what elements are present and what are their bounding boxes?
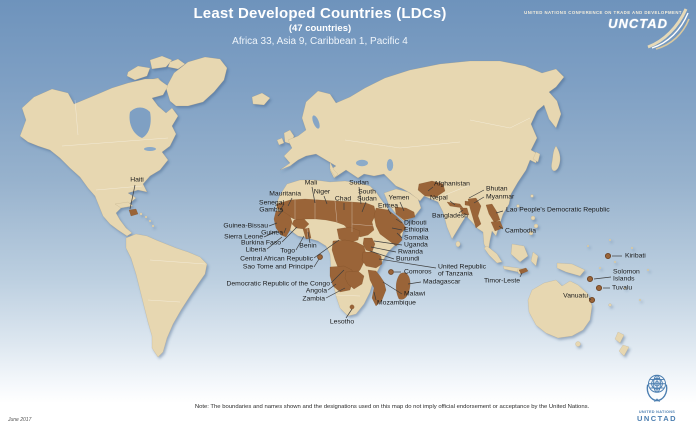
country-label-afghanistan: Afghanistan	[434, 180, 470, 188]
disclaimer-note: Note: The boundaries and names shown and…	[194, 404, 590, 410]
country-label-nepal: Nepal	[430, 194, 448, 202]
dot-solomon-islands	[586, 275, 594, 283]
ldc-shape-timor-leste	[518, 267, 529, 275]
country-label-comoros: Comoros	[404, 268, 432, 276]
country-label-sierra-leone: Sierra Leone	[224, 233, 263, 241]
country-label-lao: Lao People's Democratic Republic	[506, 206, 610, 214]
land-north-america	[19, 78, 179, 237]
country-borders	[61, 99, 531, 303]
country-label-chad: Chad	[334, 195, 352, 203]
country-label-djibouti: Djibouti	[404, 219, 427, 227]
country-label-malawi: Malawi	[404, 290, 426, 298]
country-label-madagascar: Madagascar	[423, 278, 461, 286]
ldc-shape-central-african-republic	[336, 226, 361, 244]
leader-lines	[129, 184, 622, 319]
country-label-burkina-faso: Burkina Faso	[240, 239, 281, 247]
country-label-burundi: Burundi	[396, 255, 420, 263]
unctad-logo: UNITED NATIONS CONFERENCE ON TRADE AND D…	[524, 8, 690, 50]
country-label-tanzania: United Republic of Tanzania	[438, 263, 486, 278]
country-label-mauritania: Mauritania	[269, 190, 301, 198]
inland-waters	[129, 107, 394, 171]
country-label-vanuatu: Vanuatu	[563, 292, 588, 300]
unctad-swoosh-icon	[647, 8, 690, 50]
country-label-solomon-islands: Solomon Islands	[613, 268, 640, 283]
country-label-kiribati: Kiribati	[625, 252, 646, 260]
country-label-lesotho: Lesotho	[329, 318, 355, 326]
country-label-south-sudan: South Sudan	[357, 188, 377, 203]
ldc-shape-yemen	[394, 206, 416, 221]
country-label-ethiopia: Ethiopia	[404, 226, 429, 234]
country-label-sao-tome: Sao Tome and Principe	[242, 263, 313, 271]
country-label-senegal: Senegal	[259, 199, 284, 207]
country-label-somalia: Somalia	[404, 234, 429, 242]
ldc-shape-cambodia	[490, 220, 504, 232]
region-breakdown: Africa 33, Asia 9, Caribbean 1, Pacific …	[232, 36, 408, 47]
map-header: Least Developed Countries (LDCs) (47 cou…	[193, 5, 446, 47]
land-australia	[527, 279, 593, 339]
country-label-drc: Democratic Republic of the Congo	[226, 280, 330, 288]
land-eurasia	[279, 60, 565, 253]
country-label-guinea-bissau: Guinea-Bissau	[223, 222, 268, 230]
ldc-shapes	[128, 180, 529, 310]
country-label-niger: Niger	[313, 188, 331, 196]
map-date: June 2017	[8, 417, 32, 423]
country-label-yemen: Yemen	[388, 194, 410, 202]
country-label-sudan: Sudan	[349, 179, 369, 187]
dot-sao-tome	[317, 254, 323, 260]
country-label-central-african-republic: Central African Republic	[240, 255, 313, 263]
un-emblem-icon	[646, 374, 668, 402]
country-label-mali: Mali	[304, 179, 318, 187]
un-logo-line1: UNITED NATIONS	[638, 410, 676, 414]
country-label-angola: Angola	[305, 287, 327, 295]
country-label-myanmar: Myanmar	[486, 193, 515, 201]
country-label-mozambique: Mozambique	[377, 299, 416, 307]
un-logo-line2: UNCTAD	[636, 414, 678, 423]
dot-comoros	[388, 269, 394, 275]
dot-kiribati	[604, 252, 612, 260]
ldc-shape-lesotho	[349, 304, 355, 310]
ldc-shape-laos	[485, 203, 501, 223]
ldc-shape-malawi-mozambique	[367, 269, 387, 307]
country-label-haiti: Haiti	[130, 176, 144, 184]
land-greenland	[165, 56, 228, 107]
unctad-acronym: UNCTAD	[608, 16, 668, 31]
dot-vanuatu	[588, 296, 596, 304]
country-label-gambia: Gambia	[259, 206, 283, 214]
un-emblem-block: UNITED NATIONS UNCTAD	[631, 371, 683, 423]
ldc-shape-zambia	[344, 270, 365, 290]
country-label-benin: Benin	[299, 242, 317, 250]
country-label-eritrea: Eritrea	[377, 202, 399, 210]
page-title: Least Developed Countries (LDCs)	[193, 5, 447, 22]
ldc-island-dots	[317, 252, 612, 304]
ldc-shape-haiti	[128, 208, 139, 217]
country-label-uganda: Uganda	[404, 241, 428, 249]
ldc-shape-horn-of-africa	[373, 207, 407, 247]
country-label-liberia: Liberia	[245, 246, 266, 254]
country-label-timor-leste: Timor-Leste	[484, 277, 521, 285]
country-label-zambia: Zambia	[302, 295, 325, 303]
country-label-togo: Togo	[280, 247, 295, 255]
land-south-america	[125, 233, 208, 358]
unctad-org-line: UNITED NATIONS CONFERENCE ON TRADE AND D…	[524, 10, 682, 15]
country-label-bangladesh: Bangladesh	[432, 212, 468, 220]
country-count: (47 countries)	[288, 23, 352, 34]
country-label-cambodia: Cambodia	[505, 227, 536, 235]
country-label-guinea: Guinea	[261, 229, 283, 237]
dot-tuvalu	[595, 284, 603, 292]
country-label-tuvalu: Tuvalu	[612, 284, 633, 292]
country-label-rwanda: Rwanda	[398, 248, 423, 256]
ldc-shape-bangladesh	[459, 207, 470, 216]
ldc-shape-afghanistan	[417, 180, 446, 198]
country-label-bhutan: Bhutan	[486, 185, 508, 193]
